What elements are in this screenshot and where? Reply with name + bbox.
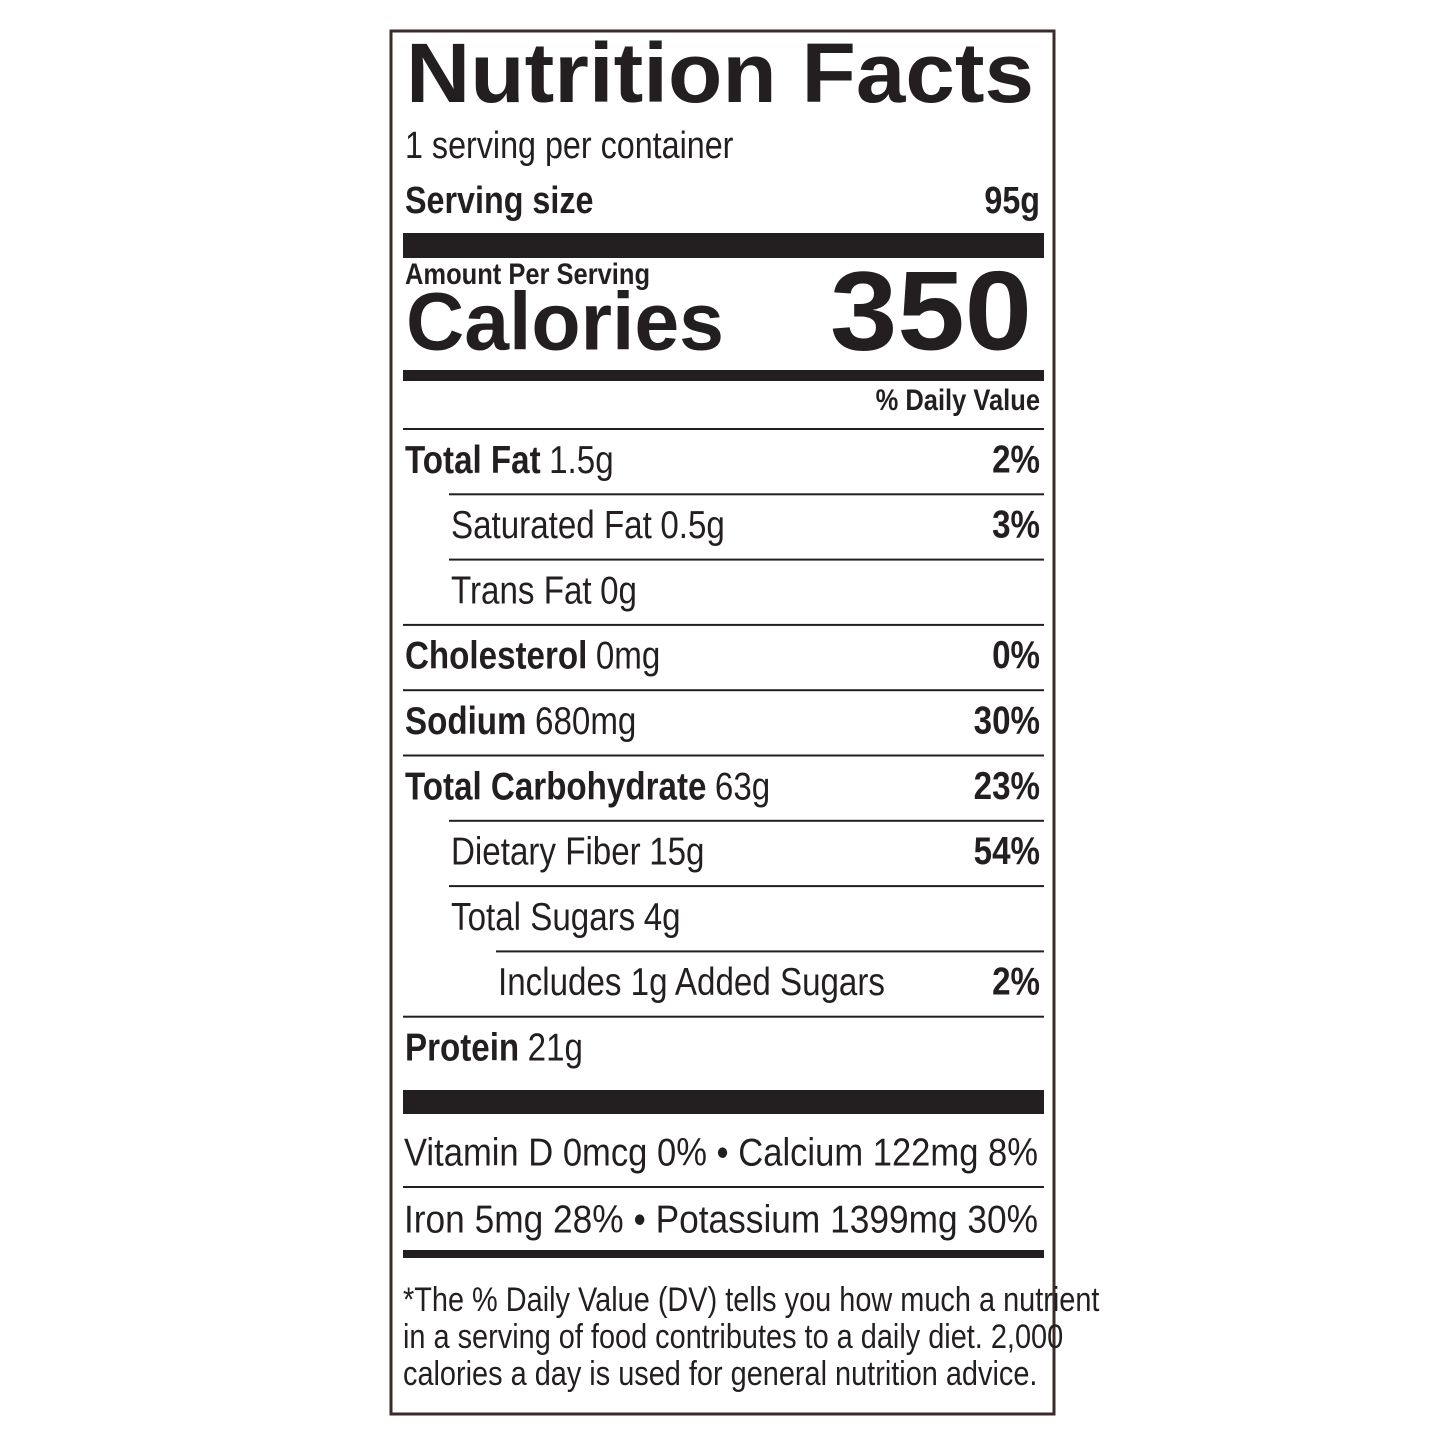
- nutrient-name: Includes 1g Added Sugars: [498, 959, 885, 1003]
- footnote: *The % Daily Value (DV) tells you how mu…: [403, 1280, 1100, 1393]
- rule: [496, 950, 1044, 953]
- calories-value: 350: [830, 249, 1032, 374]
- medium-rule: [403, 370, 1044, 381]
- nutrient: Saturated Fat 0.5g: [451, 502, 725, 546]
- nutrient-name: Total Carbohydrate: [405, 763, 706, 807]
- nutrient: Total Sugars 4g: [451, 894, 681, 938]
- medium-rule: [403, 1250, 1044, 1258]
- rule: [449, 493, 1044, 496]
- rule: [403, 1015, 1044, 1018]
- micronutrients: Vitamin D 0mcg 0% • Calcium 122mg 8% Iron…: [403, 1131, 1044, 1241]
- nutrient: Sodium 680mg: [405, 698, 636, 742]
- nutrient-dv: 3%: [992, 502, 1040, 546]
- rule: [449, 885, 1044, 888]
- footnote-line: *The % Daily Value (DV) tells you how mu…: [403, 1280, 1100, 1319]
- dv-header: % Daily Value: [876, 383, 1040, 416]
- rule: [403, 623, 1044, 626]
- nutrient-dv: 0%: [992, 633, 1040, 677]
- nutrient-name: Trans Fat: [451, 567, 592, 611]
- nutrient-dv: 2%: [992, 437, 1040, 481]
- nutrient-rows: Total Fat 1.5g 2% Saturated Fat 0.5g 3% Trans …: [403, 428, 1044, 1069]
- nutrient-name: Cholesterol: [405, 633, 587, 677]
- nutrient-amount: 680mg: [535, 698, 636, 742]
- nutrient-amount: 0g: [600, 567, 637, 611]
- serving-size: 95g: [984, 180, 1040, 222]
- nutrient: Cholesterol 0mg: [405, 633, 660, 677]
- nutrient: Includes 1g Added Sugars: [498, 959, 885, 1003]
- rule: [403, 689, 1044, 692]
- footnote-line: in a serving of food contributes to a da…: [403, 1317, 1063, 1356]
- nutrient: Total Fat 1.5g: [405, 437, 614, 481]
- nutrient-dv: 54%: [974, 829, 1040, 873]
- thick-rule: [403, 1090, 1044, 1114]
- micronutrient: Iron 5mg 28% • Potassium 1399mg 30%: [404, 1198, 1038, 1241]
- calories-label: Calories: [406, 277, 724, 368]
- rule: [403, 428, 1044, 430]
- nutrient-dv: 30%: [974, 698, 1040, 742]
- nutrient-amount: 15g: [649, 829, 704, 873]
- serving-size-label: Serving size: [405, 180, 593, 222]
- nutrient: Dietary Fiber 15g: [451, 829, 705, 873]
- nutrient-amount: 63g: [715, 763, 770, 807]
- rule: [403, 754, 1044, 757]
- rule: [449, 819, 1044, 822]
- micronutrient: Vitamin D 0mcg 0% • Calcium 122mg 8%: [404, 1131, 1038, 1174]
- nutrient-dv: 2%: [992, 959, 1040, 1003]
- amount-per-serving: Amount Per Serving: [405, 257, 650, 290]
- nutrient-name: Protein: [405, 1024, 519, 1068]
- nutrient-amount: 1.5g: [549, 437, 614, 481]
- nutrient-amount: 4g: [644, 894, 681, 938]
- nutrient-name: Total Fat: [405, 437, 541, 481]
- nutrient-amount: 21g: [528, 1024, 583, 1068]
- nutrient-amount: 0.5g: [660, 502, 725, 546]
- nutrient: Total Carbohydrate 63g: [405, 763, 770, 807]
- nutrient-dv: 23%: [974, 763, 1040, 807]
- nutrient-name: Total Sugars: [451, 894, 635, 938]
- title: Nutrition Facts: [406, 26, 1034, 120]
- nutrient-name: Saturated Fat: [451, 502, 652, 546]
- footnote-line: calories a day is used for general nutri…: [403, 1354, 1037, 1393]
- rule: [449, 558, 1044, 561]
- servings: 1 serving per container: [405, 125, 734, 167]
- rule: [403, 1186, 1044, 1188]
- nutrient: Trans Fat 0g: [451, 567, 637, 611]
- nutrient-name: Sodium: [405, 698, 527, 742]
- label-border: [389, 29, 1056, 1416]
- nutrient-name: Dietary Fiber: [451, 829, 641, 873]
- nutrient-amount: 0mg: [596, 633, 660, 677]
- thick-rule: [403, 233, 1044, 258]
- nutrient: Protein 21g: [405, 1024, 583, 1068]
